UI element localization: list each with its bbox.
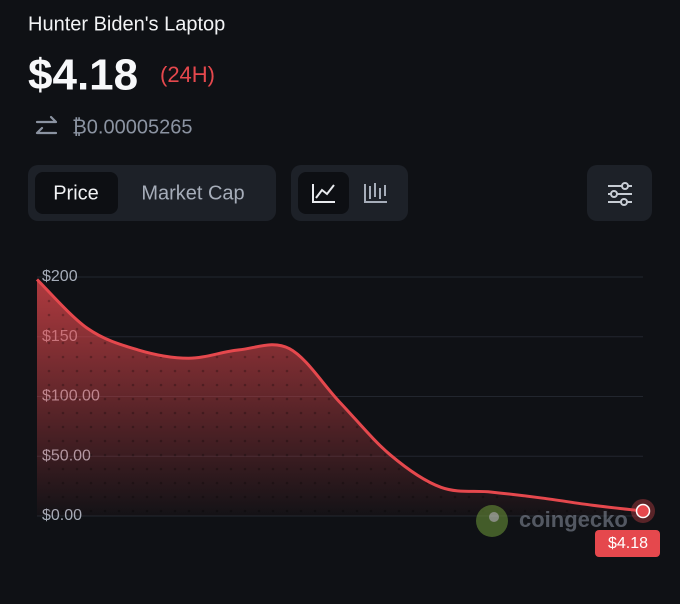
swap-icon	[35, 115, 58, 135]
btc-price: ₿0.00005265	[72, 116, 192, 138]
end-point	[635, 503, 651, 519]
tab[interactable]: Market Cap	[141, 182, 244, 204]
candle-chart-icon[interactable]	[364, 183, 387, 203]
coin-title: Hunter Biden's Laptop	[28, 13, 225, 35]
watermark: coingecko	[476, 505, 628, 537]
tab[interactable]: Price	[53, 182, 99, 204]
area-texture	[37, 279, 643, 516]
price: $4.18	[28, 51, 138, 100]
line-chart-button[interactable]	[298, 172, 349, 214]
period: (24H)	[160, 62, 215, 87]
y-tick-label: $200	[42, 268, 78, 285]
settings-icon	[608, 182, 632, 206]
value-label-box	[595, 530, 660, 558]
line-chart-icon	[312, 184, 335, 203]
value-label: $4.18	[608, 535, 648, 552]
watermark-text: coingecko	[519, 507, 628, 532]
watermark-logo-eye	[489, 512, 499, 522]
tab-selected[interactable]	[35, 172, 118, 214]
line	[35, 278, 644, 513]
